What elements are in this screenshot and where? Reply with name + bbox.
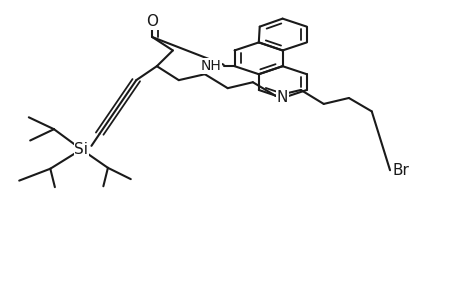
Text: Br: Br: [392, 163, 409, 178]
Text: NH: NH: [200, 59, 221, 73]
Text: O: O: [146, 14, 158, 29]
Text: N: N: [276, 91, 288, 106]
Text: Si: Si: [74, 142, 88, 157]
